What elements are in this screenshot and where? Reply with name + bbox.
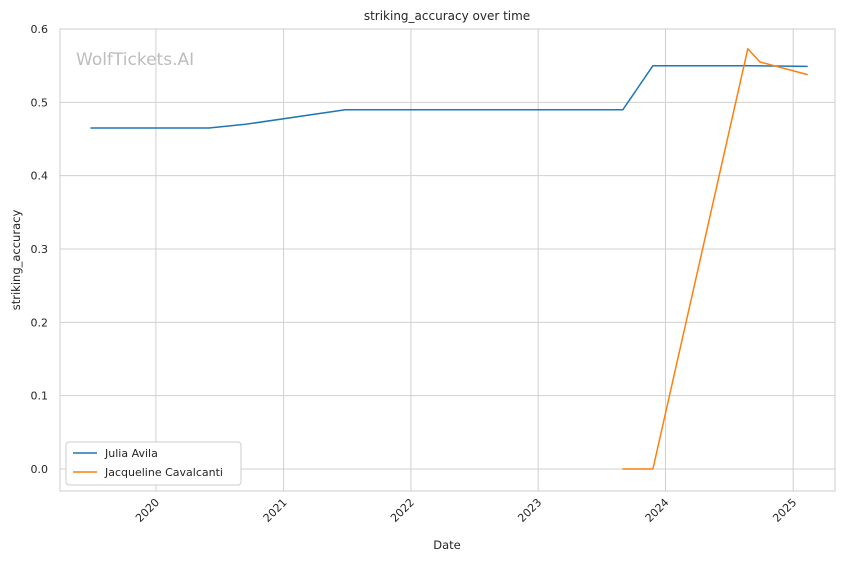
y-axis-ticks: 0.0 0.1 0.2 0.3 0.4 0.5 0.6 (31, 23, 49, 476)
x-tick-label: 2024 (643, 496, 672, 525)
x-tick-label: 2022 (388, 496, 417, 525)
x-tick-label: 2023 (515, 496, 544, 525)
x-tick-label: 2021 (261, 496, 290, 525)
y-axis-label: striking_accuracy (9, 210, 23, 311)
y-tick-label: 0.1 (31, 390, 49, 403)
plot-frame (59, 28, 836, 492)
y-tick-label: 0.3 (31, 243, 49, 256)
legend-box (65, 441, 242, 486)
x-axis-ticks: 2020 2021 2022 2023 2024 2025 (133, 496, 799, 525)
series-line-2 (622, 48, 808, 470)
chart-title: striking_accuracy over time (364, 9, 530, 23)
x-tick-label: 2025 (770, 496, 799, 525)
y-tick-label: 0.5 (31, 96, 49, 109)
legend-label-1: Julia Avila (104, 447, 158, 460)
y-tick-label: 0.2 (31, 316, 49, 329)
legend-label-2: Jacqueline Cavalcanti (104, 466, 223, 479)
y-tick-label: 0.6 (31, 23, 49, 36)
series-line-1 (90, 64, 808, 129)
x-axis-label: Date (433, 538, 461, 552)
watermark-text: WolfTickets.AI (76, 50, 194, 70)
y-tick-label: 0.0 (31, 463, 49, 476)
grid-lines (60, 28, 835, 491)
legend: Julia Avila Jacqueline Cavalcanti (65, 441, 242, 486)
series-layer (90, 48, 808, 470)
y-tick-label: 0.4 (31, 170, 49, 183)
x-tick-label: 2020 (133, 496, 162, 525)
